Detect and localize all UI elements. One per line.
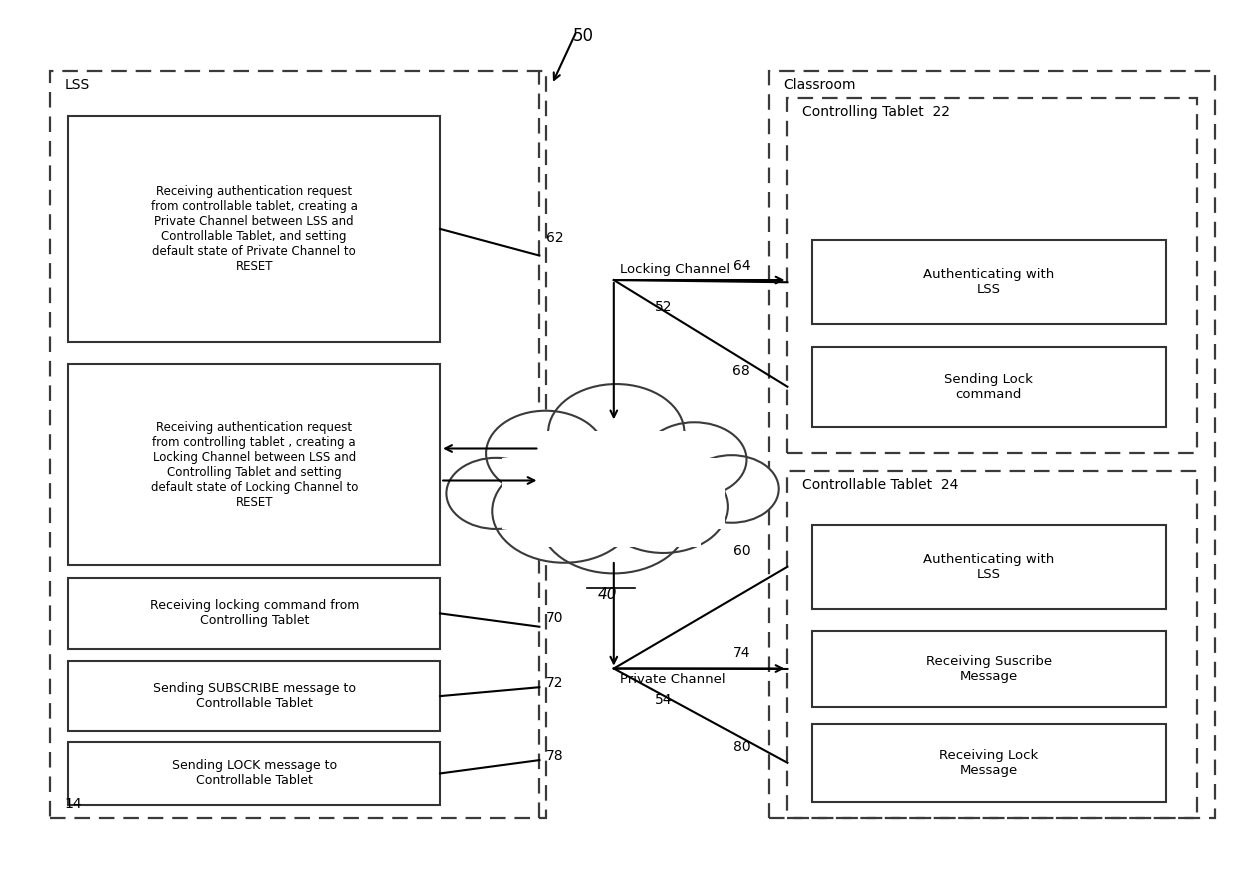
Polygon shape: [68, 661, 440, 731]
Text: 64: 64: [733, 260, 750, 273]
Circle shape: [684, 455, 779, 523]
Polygon shape: [812, 525, 1166, 609]
Polygon shape: [812, 240, 1166, 324]
Text: Receiving authentication request
from controllable tablet, creating a
Private Ch: Receiving authentication request from co…: [151, 185, 357, 273]
Circle shape: [539, 467, 688, 573]
Polygon shape: [502, 458, 725, 529]
Text: Private Channel: Private Channel: [620, 673, 725, 686]
Text: 40: 40: [598, 587, 618, 602]
Text: LSS: LSS: [64, 78, 89, 92]
Text: Receiving authentication request
from controlling tablet , creating a
Locking Ch: Receiving authentication request from co…: [150, 420, 358, 509]
Text: Classroom: Classroom: [784, 78, 856, 92]
Circle shape: [446, 458, 546, 529]
Circle shape: [599, 461, 728, 553]
Text: 54: 54: [655, 693, 672, 708]
Polygon shape: [812, 347, 1166, 427]
Polygon shape: [527, 431, 701, 547]
Text: 70: 70: [546, 611, 563, 625]
Polygon shape: [812, 724, 1166, 802]
Text: Sending SUBSCRIBE message to
Controllable Tablet: Sending SUBSCRIBE message to Controllabl…: [153, 682, 356, 710]
Polygon shape: [68, 364, 440, 565]
Text: 78: 78: [546, 749, 563, 763]
Text: 74: 74: [733, 646, 750, 660]
Text: Locking Channel: Locking Channel: [620, 262, 730, 276]
Text: Controllable Tablet  24: Controllable Tablet 24: [802, 478, 959, 493]
Text: 72: 72: [546, 676, 563, 690]
Polygon shape: [68, 578, 440, 649]
Text: 66: 66: [546, 431, 563, 444]
Text: Authenticating with
LSS: Authenticating with LSS: [924, 553, 1054, 581]
Text: Sending Lock
command: Sending Lock command: [945, 372, 1033, 401]
Text: Receiving Suscribe
Message: Receiving Suscribe Message: [926, 655, 1052, 683]
Circle shape: [486, 411, 605, 496]
Text: 50: 50: [573, 27, 593, 44]
Text: Controlling Tablet  22: Controlling Tablet 22: [802, 105, 950, 119]
Text: Receiving Lock
Message: Receiving Lock Message: [939, 749, 1039, 777]
Text: 80: 80: [733, 740, 750, 754]
Polygon shape: [812, 631, 1166, 707]
Text: 62: 62: [546, 231, 563, 244]
Circle shape: [548, 384, 684, 482]
Text: 60: 60: [733, 544, 750, 558]
Text: 14: 14: [64, 797, 82, 811]
Text: Receiving locking command from
Controlling Tablet: Receiving locking command from Controlli…: [150, 599, 358, 628]
Text: Authenticating with
LSS: Authenticating with LSS: [924, 268, 1054, 296]
Polygon shape: [68, 742, 440, 805]
Circle shape: [642, 422, 746, 497]
Circle shape: [492, 460, 636, 563]
Text: Sending LOCK message to
Controllable Tablet: Sending LOCK message to Controllable Tab…: [171, 759, 337, 788]
Text: 52: 52: [655, 300, 672, 314]
Polygon shape: [68, 116, 440, 342]
Text: 68: 68: [733, 364, 750, 378]
